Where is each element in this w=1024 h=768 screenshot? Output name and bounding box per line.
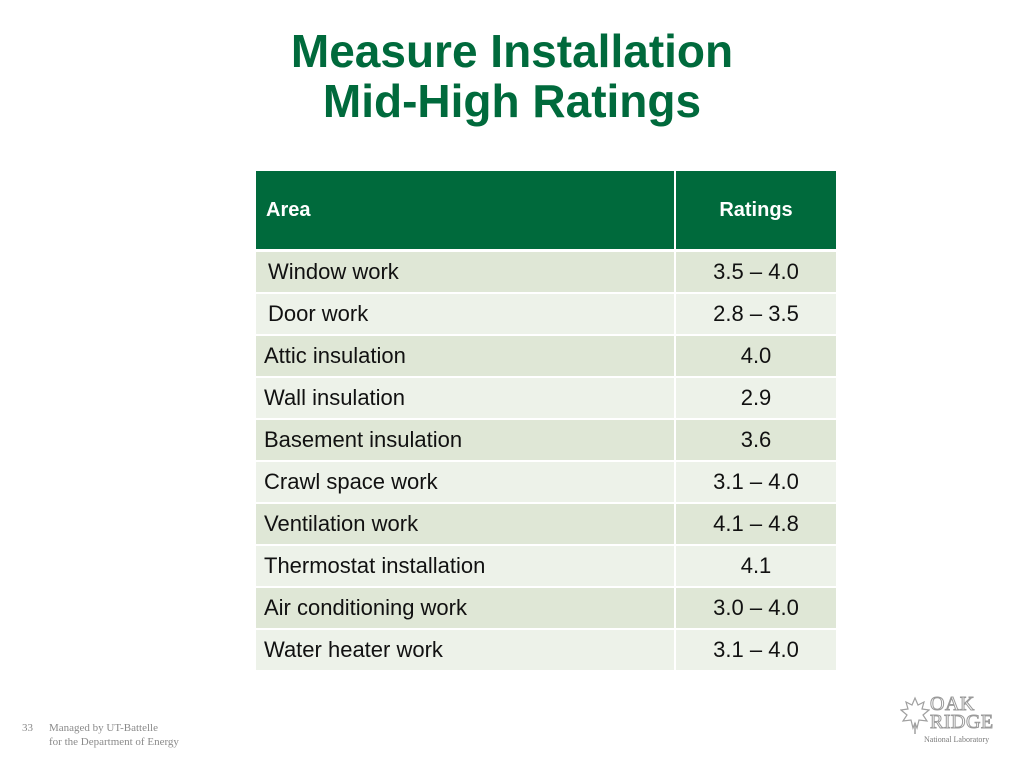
row-rating: 3.5 – 4.0 bbox=[675, 250, 836, 294]
row-rating: 4.1 – 4.8 bbox=[675, 503, 836, 546]
row-area: Crawl space work bbox=[256, 461, 676, 504]
table-header-row: Area Ratings bbox=[256, 171, 836, 251]
table-row: Attic insulation 4.0 bbox=[256, 335, 836, 378]
slide-number: 33 bbox=[22, 722, 33, 734]
row-area: Window work bbox=[256, 250, 676, 294]
row-rating: 4.0 bbox=[675, 335, 836, 378]
row-rating: 2.9 bbox=[675, 377, 836, 420]
title-line-2: Mid-High Ratings bbox=[322, 75, 702, 127]
table-row: Crawl space work 3.1 – 4.0 bbox=[256, 461, 836, 504]
managed-line-2: for the Department of Energy bbox=[49, 736, 179, 748]
leaf-icon bbox=[899, 696, 931, 741]
row-area: Air conditioning work bbox=[256, 587, 676, 630]
row-rating: 3.1 – 4.0 bbox=[675, 629, 836, 672]
row-rating: 2.8 – 3.5 bbox=[675, 293, 836, 336]
row-area: Basement insulation bbox=[256, 419, 676, 462]
table-row: Ventilation work 4.1 – 4.8 bbox=[256, 503, 836, 546]
slide-title: Measure Installation Mid-High Ratings bbox=[0, 26, 1024, 126]
managed-line-1: Managed by UT-Battelle bbox=[49, 722, 158, 734]
row-area: Ventilation work bbox=[256, 503, 676, 546]
header-ratings: Ratings bbox=[675, 171, 836, 251]
logo-ridge-text: RIDGE bbox=[930, 711, 994, 733]
row-area: Attic insulation bbox=[256, 335, 676, 378]
title-line-1: Measure Installation bbox=[290, 25, 734, 77]
row-rating: 4.1 bbox=[675, 545, 836, 588]
table-row: Door work 2.8 – 3.5 bbox=[256, 293, 836, 336]
table-row: Basement insulation 3.6 bbox=[256, 419, 836, 462]
table-row: Air conditioning work 3.0 – 4.0 bbox=[256, 587, 836, 630]
logo-oak-text: OAK bbox=[930, 693, 975, 715]
row-rating: 3.1 – 4.0 bbox=[675, 461, 836, 504]
ornl-logo: OAK RIDGE National Laboratory bbox=[899, 692, 1010, 750]
row-area: Door work bbox=[256, 293, 676, 336]
row-area: Wall insulation bbox=[256, 377, 676, 420]
table-row: Wall insulation 2.9 bbox=[256, 377, 836, 420]
row-area: Thermostat installation bbox=[256, 545, 676, 588]
row-area: Water heater work bbox=[256, 629, 676, 672]
row-rating: 3.6 bbox=[675, 419, 836, 462]
table-row: Water heater work 3.1 – 4.0 bbox=[256, 629, 836, 672]
row-rating: 3.0 – 4.0 bbox=[675, 587, 836, 630]
logo-lab-text: National Laboratory bbox=[924, 735, 990, 744]
table-row: Window work 3.5 – 4.0 bbox=[256, 250, 836, 294]
ratings-table: Area Ratings Window work 3.5 – 4.0 Door … bbox=[256, 171, 836, 672]
table-row: Thermostat installation 4.1 bbox=[256, 545, 836, 588]
managed-by-text: Managed by UT-Battelle for the Departmen… bbox=[49, 721, 179, 749]
header-area: Area bbox=[256, 171, 676, 251]
